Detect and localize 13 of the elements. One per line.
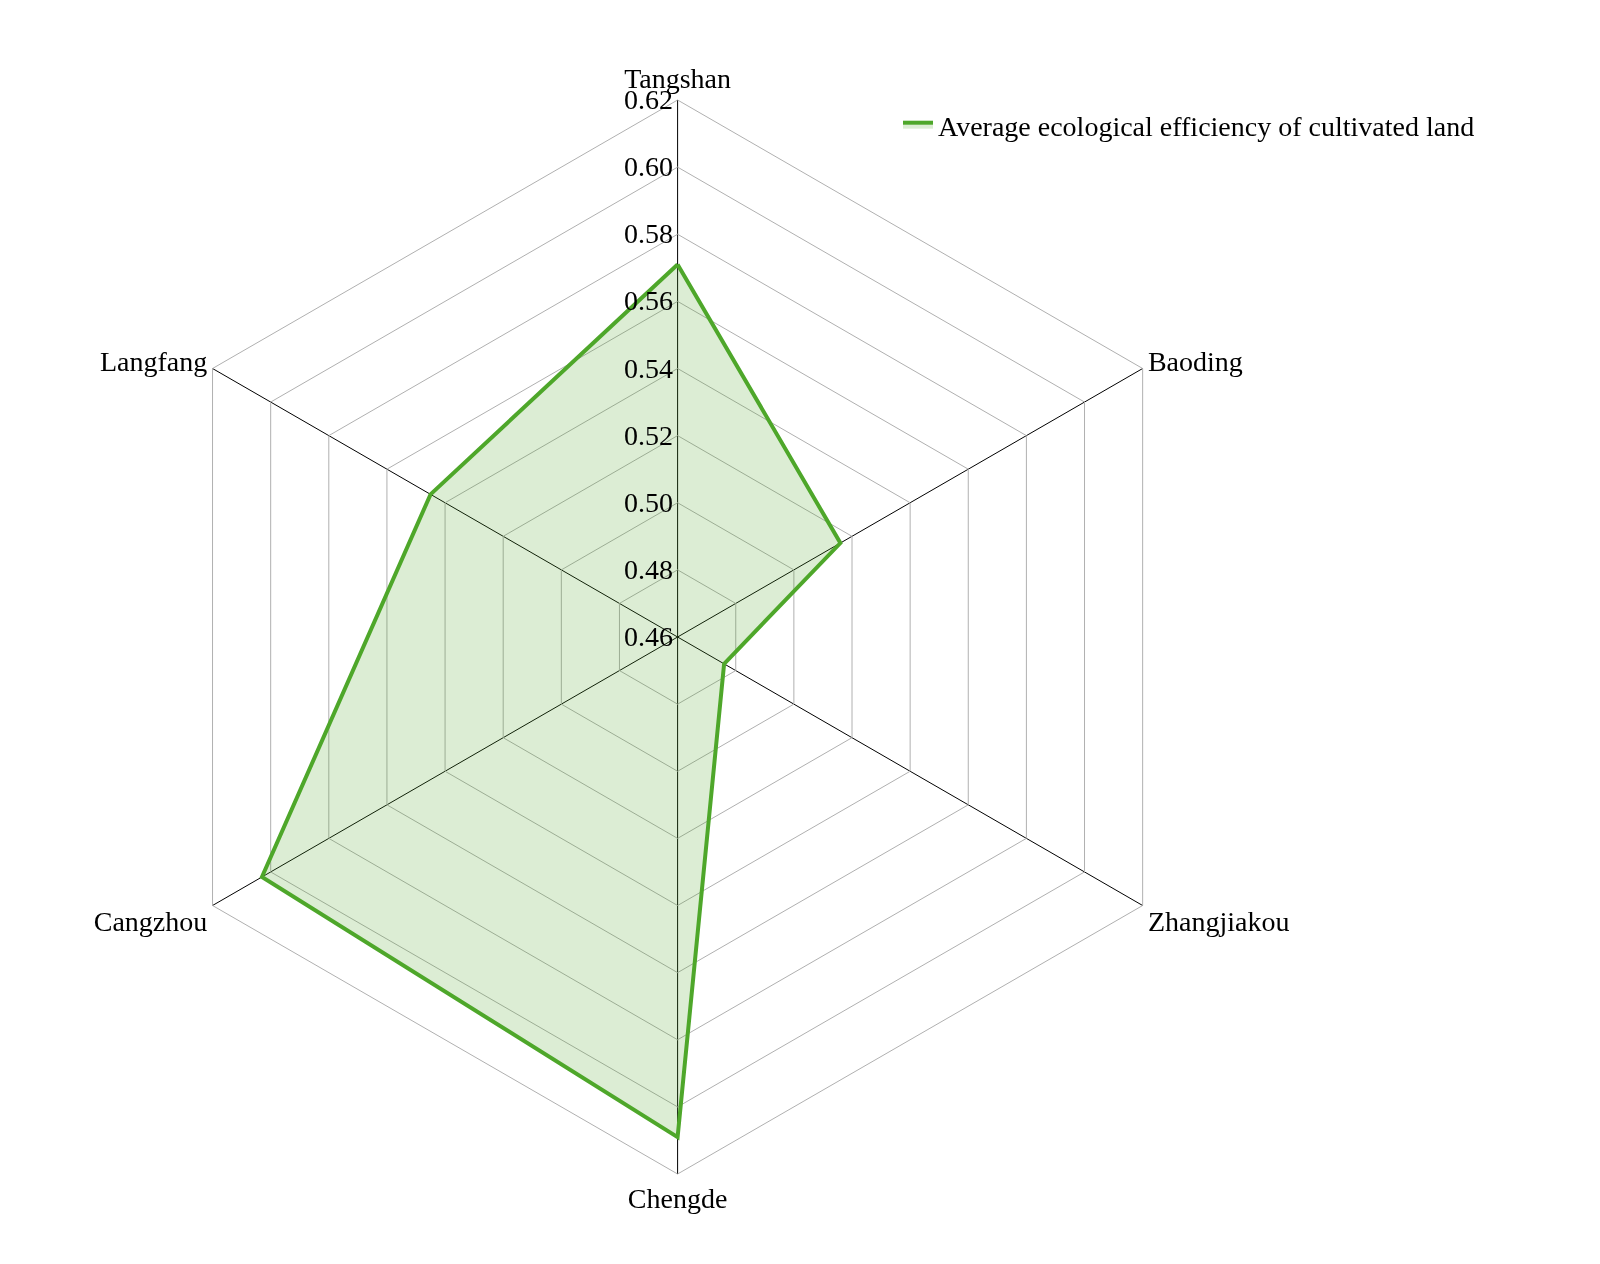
y-tick-label: 0.54	[623, 352, 673, 384]
spoke-label: Chengde	[627, 1183, 728, 1215]
spoke-label: Cangzhou	[93, 906, 208, 938]
spoke-label: Zhangjiakou	[1147, 906, 1290, 938]
y-tick-label: 0.50	[623, 486, 673, 518]
y-tick-label: 0.48	[623, 553, 673, 585]
y-tick-label: 0.60	[623, 151, 673, 183]
y-tick-label: 0.46	[623, 621, 673, 653]
spoke-label: Baoding	[1147, 346, 1243, 378]
y-tick-label: 0.58	[623, 218, 673, 250]
legend-label: Average ecological efficiency of cultivated land	[938, 110, 1475, 142]
spoke-label: Langfang	[99, 346, 208, 378]
y-tick-label: 0.52	[623, 419, 673, 451]
